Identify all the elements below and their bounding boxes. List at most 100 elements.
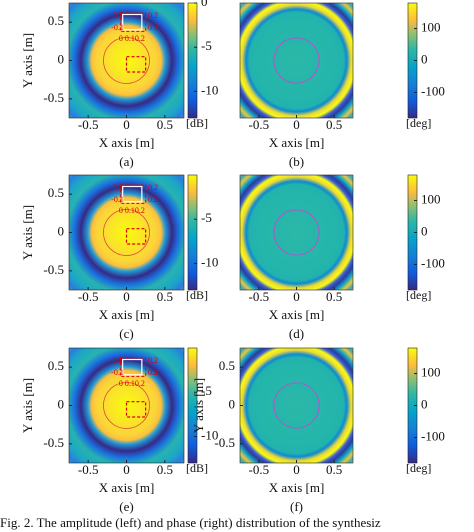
colorbar [187, 2, 198, 119]
y-tick-label: -0.5 [43, 262, 64, 277]
y-tick-label: -0.5 [43, 435, 64, 450]
y-tick-label: 0 [58, 51, 65, 66]
x-axis-label: X axis [m] [269, 135, 325, 150]
colorbar-tick-label: 0 [421, 223, 428, 238]
reference-circle [103, 37, 150, 84]
annotation: 0.2 [148, 356, 158, 365]
y-tick-label: 0.5 [48, 185, 64, 200]
probe-box-red [119, 12, 147, 32]
colorbar-tick-label: 0 [201, 0, 208, 9]
annotation: -0.1 [111, 23, 124, 32]
colorbar-tick-label: 100 [421, 192, 441, 207]
annotation: -0.1 [111, 195, 124, 204]
colorbar-tick-label: -5 [201, 383, 212, 398]
x-tick-label: 0 [293, 462, 300, 477]
annotation: 0.1 [148, 23, 158, 32]
colorbar-unit: [dB] [186, 461, 208, 475]
panel-caption: (e) [119, 499, 133, 514]
colorbar-tick-label: 0 [421, 51, 428, 66]
x-axis-label: X axis [m] [269, 307, 325, 322]
x-tick-label: 0.5 [157, 462, 173, 477]
y-tick-label: 0.5 [48, 358, 64, 373]
x-tick-label: 0 [293, 117, 300, 132]
x-tick-label: -0.5 [249, 117, 270, 132]
heatmap [239, 2, 354, 119]
probe-box [122, 358, 143, 376]
probe-box [122, 185, 143, 203]
colorbar-tick-label: 0 [421, 396, 428, 411]
colorbar [187, 174, 198, 291]
panel-caption: (d) [289, 326, 304, 341]
x-tick-label: 0.5 [326, 462, 342, 477]
target-box [125, 228, 147, 245]
x-tick-label: 0 [123, 117, 130, 132]
panel-caption: (a) [119, 154, 133, 169]
x-tick-label: 0.5 [157, 289, 173, 304]
annotation: 0 0.10.2 [119, 206, 145, 215]
y-axis-label: Y axis [m] [20, 205, 35, 260]
x-axis-label: X axis [m] [99, 307, 155, 322]
x-axis-label: X axis [m] [99, 135, 155, 150]
annotation: 0 0.10.2 [119, 379, 145, 388]
colorbar-tick-label: -10 [201, 254, 218, 269]
x-axis-label: X axis [m] [269, 480, 325, 495]
annotation: 0.1 [113, 11, 123, 20]
x-tick-label: -0.5 [78, 289, 99, 304]
colorbar [187, 347, 198, 464]
heatmap [239, 347, 354, 464]
y-axis-label: Y axis [m] [20, 33, 35, 88]
y-tick-label: 0 [58, 396, 65, 411]
reference-circle [273, 209, 320, 256]
colorbar-unit: [deg] [406, 288, 431, 302]
x-tick-label: 0.5 [157, 117, 173, 132]
y-axis-label: Y axis [m] [20, 378, 35, 433]
x-tick-label: -0.5 [249, 462, 270, 477]
colorbar-tick-label: 100 [421, 20, 441, 35]
annotation: 0.1 [113, 183, 123, 192]
y-tick-label: 0 [229, 396, 236, 411]
target-box [125, 401, 147, 418]
y-tick-label: -0.5 [43, 90, 64, 105]
colorbar-tick-label: -100 [421, 428, 445, 443]
probe-box-red [119, 357, 147, 377]
x-tick-label: -0.5 [78, 462, 99, 477]
colorbar-unit: [deg] [406, 116, 431, 130]
heatmap [239, 174, 354, 291]
colorbar-tick-label: -5 [201, 38, 212, 53]
colorbar-tick-label: -100 [421, 255, 445, 270]
reference-circle [273, 382, 320, 429]
x-tick-label: 0 [123, 462, 130, 477]
colorbar-unit: [deg] [406, 461, 431, 475]
y-axis-label: Y axis [m] [191, 378, 206, 433]
x-axis-label: X axis [m] [99, 480, 155, 495]
annotation: 0.2 [148, 195, 158, 204]
annotation: 0.2 [148, 183, 158, 192]
colorbar-tick-label: 100 [421, 365, 441, 380]
figure-caption: Fig. 2. The amplitude (left) and phase (… [0, 515, 381, 530]
reference-circle [103, 209, 150, 256]
colorbar-tick-label: -10 [201, 427, 218, 442]
probe-box-red [119, 184, 147, 204]
x-tick-label: 0 [123, 289, 130, 304]
x-tick-label: 0.5 [326, 117, 342, 132]
y-tick-label: 0 [58, 223, 65, 238]
annotation: 0.2 [148, 368, 158, 377]
y-tick-label: 0.5 [48, 13, 64, 28]
probe-box [122, 13, 143, 31]
y-tick-label: 0.5 [219, 358, 235, 373]
panel-caption: (c) [119, 326, 133, 341]
colorbar-unit: [dB] [186, 116, 208, 130]
colorbar-unit: [dB] [186, 288, 208, 302]
target-box [125, 56, 147, 73]
reference-circle [103, 382, 150, 429]
annotation: -0.1 [111, 368, 124, 377]
annotation: 0.1 [113, 356, 123, 365]
x-tick-label: -0.5 [249, 289, 270, 304]
x-tick-label: 0.5 [326, 289, 342, 304]
annotation: 0 0.10.2 [119, 34, 145, 43]
x-tick-label: -0.5 [78, 117, 99, 132]
panel-caption: (b) [289, 154, 304, 169]
reference-circle [273, 37, 320, 84]
panel-caption: (f) [290, 499, 303, 514]
